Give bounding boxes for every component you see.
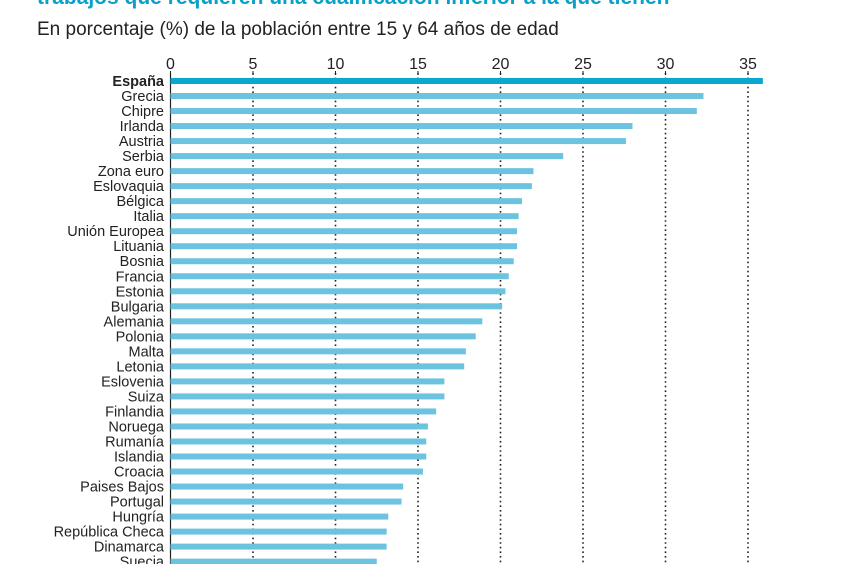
bar-serbia: [170, 153, 564, 160]
chart-title: trabajos que requieren una cualificación…: [37, 0, 670, 10]
category-label-belgica: Bélgica: [116, 194, 164, 210]
category-label-italia: Italia: [133, 209, 165, 225]
bar-irlanda: [170, 123, 633, 130]
category-label-noruega: Noruega: [108, 419, 165, 435]
bar-malta: [170, 348, 466, 355]
bar-grecia: [170, 93, 704, 100]
category-label-serbia: Serbia: [122, 149, 165, 165]
x-tick-label-15: 15: [409, 56, 427, 73]
bar-belgica: [170, 198, 522, 205]
category-label-finlandia: Finlandia: [105, 404, 165, 420]
category-label-paises-bajos: Paises Bajos: [80, 480, 164, 496]
bar-union-europea: [170, 228, 517, 235]
category-label-francia: Francia: [116, 269, 165, 285]
bar-austria: [170, 138, 626, 145]
category-label-chipre: Chipre: [121, 104, 164, 120]
bar-suiza: [170, 393, 445, 400]
bar-alemania: [170, 318, 483, 325]
category-label-bulgaria: Bulgaria: [111, 299, 165, 315]
category-label-republica-checa: República Checa: [54, 525, 165, 541]
category-label-grecia: Grecia: [121, 89, 165, 105]
bar-finlandia: [170, 408, 437, 415]
x-tick-label-25: 25: [574, 56, 592, 73]
bar-zona-euro: [170, 168, 534, 175]
category-label-dinamarca: Dinamarca: [94, 540, 165, 556]
bar-noruega: [170, 423, 428, 430]
category-label-bosnia: Bosnia: [120, 254, 165, 270]
bar-paises-bajos: [170, 483, 404, 490]
category-label-eslovaquia: Eslovaquia: [93, 179, 165, 195]
category-label-espana: España: [112, 74, 165, 90]
chart-subtitle: En porcentaje (%) de la población entre …: [37, 19, 559, 40]
x-tick-label-10: 10: [327, 56, 345, 73]
bar-islandia: [170, 453, 427, 460]
category-label-suiza: Suiza: [128, 389, 165, 405]
category-label-letonia: Letonia: [116, 359, 165, 375]
bar-francia: [170, 273, 509, 280]
bar-dinamarca: [170, 543, 387, 550]
bar-republica-checa: [170, 528, 387, 535]
category-label-portugal: Portugal: [110, 495, 164, 511]
category-label-polonia: Polonia: [116, 329, 165, 345]
category-label-malta: Malta: [129, 344, 165, 360]
bar-eslovenia: [170, 378, 445, 385]
bars: [170, 78, 763, 564]
bar-bulgaria: [170, 303, 503, 310]
bar-letonia: [170, 363, 465, 370]
category-label-hungria: Hungría: [112, 510, 165, 526]
bar-hungria: [170, 513, 389, 520]
category-label-eslovenia: Eslovenia: [101, 374, 165, 390]
category-label-irlanda: Irlanda: [120, 119, 165, 135]
category-label-suecia: Suecia: [120, 555, 165, 564]
bar-polonia: [170, 333, 476, 340]
bar-lituania: [170, 243, 517, 250]
category-label-zona-euro: Zona euro: [98, 164, 164, 180]
bar-espana: [170, 78, 763, 84]
category-label-croacia: Croacia: [114, 465, 165, 481]
category-label-austria: Austria: [119, 134, 165, 150]
bar-eslovaquia: [170, 183, 532, 190]
category-label-rumania: Rumanía: [105, 434, 165, 450]
category-label-islandia: Islandia: [114, 450, 165, 466]
bar-bosnia: [170, 258, 514, 265]
category-label-lituania: Lituania: [113, 239, 165, 255]
bar-chipre: [170, 108, 697, 115]
bar-croacia: [170, 468, 423, 475]
category-label-estonia: Estonia: [116, 284, 165, 300]
x-tick-label-30: 30: [657, 56, 675, 73]
category-label-alemania: Alemania: [104, 314, 165, 330]
bar-suecia: [170, 558, 377, 564]
bar-portugal: [170, 498, 402, 505]
x-tick-label-20: 20: [492, 56, 510, 73]
category-label-union-europea: Unión Europea: [67, 224, 165, 240]
bar-estonia: [170, 288, 506, 295]
x-tick-label-5: 5: [249, 56, 258, 73]
category-labels: EspañaGreciaChipreIrlandaAustriaSerbiaZo…: [54, 74, 165, 564]
bar-italia: [170, 213, 519, 220]
bar-rumania: [170, 438, 427, 445]
x-tick-label-0: 0: [166, 56, 175, 73]
x-axis-ticks: 0 5 10 15 20 25 30 35: [166, 56, 757, 75]
x-tick-label-35: 35: [739, 56, 757, 73]
